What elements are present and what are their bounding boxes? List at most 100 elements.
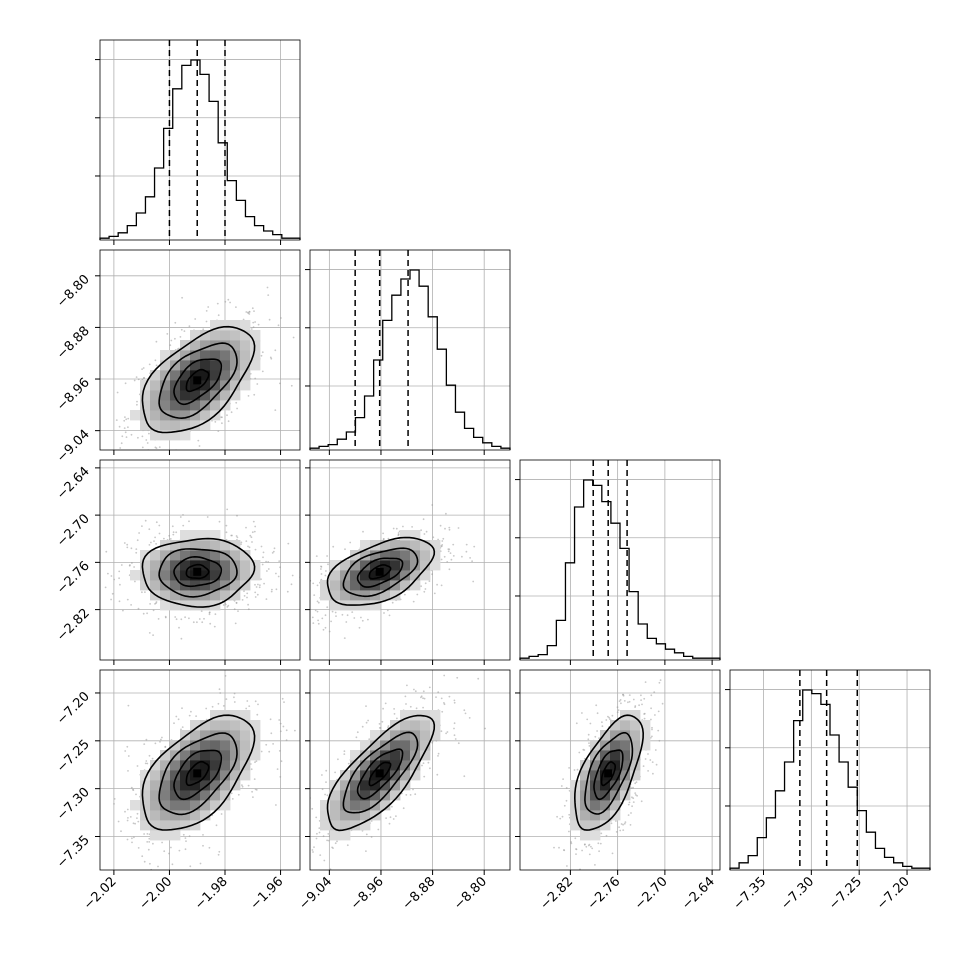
density-cell: [220, 360, 231, 371]
density-cell: [180, 590, 191, 601]
sample-point: [312, 582, 315, 585]
sample-point: [272, 743, 274, 745]
sample-point: [331, 610, 334, 613]
sample-point: [133, 379, 136, 382]
sample-point: [233, 696, 235, 699]
sample-point: [245, 311, 248, 313]
sample-point: [437, 755, 439, 757]
sample-point: [414, 793, 417, 796]
sample-point: [378, 723, 381, 725]
density-cell: [240, 340, 251, 351]
sample-point: [448, 568, 451, 571]
sample-point: [367, 618, 369, 621]
density-cell: [160, 760, 171, 771]
sample-point: [387, 537, 390, 540]
density-cell: [160, 820, 171, 831]
sample-point: [144, 762, 147, 765]
sample-point: [130, 455, 132, 457]
sample-point: [632, 801, 635, 803]
sample-point: [215, 824, 218, 827]
sample-point: [224, 300, 227, 303]
sample-point: [214, 421, 217, 423]
density-cell: [200, 600, 211, 611]
sample-point: [121, 435, 124, 438]
sample-point: [443, 702, 445, 704]
sample-point: [161, 456, 163, 458]
density-cell: [200, 530, 211, 541]
sample-point: [423, 775, 426, 778]
density-cell: [610, 780, 621, 791]
density-cell: [170, 410, 181, 421]
density-cell: [150, 550, 161, 561]
sample-point: [608, 716, 610, 719]
density-cell: [210, 570, 221, 581]
sample-point: [254, 583, 256, 586]
sample-point: [361, 619, 364, 622]
density-cell: [580, 770, 591, 781]
sample-point: [97, 855, 99, 857]
density-cell: [580, 810, 591, 821]
panel-content: [296, 670, 510, 870]
sample-point: [435, 696, 437, 698]
density-cell: [160, 810, 171, 821]
sample-point: [126, 808, 129, 811]
density-cell: [200, 370, 211, 381]
sample-point: [225, 524, 228, 527]
sample-point: [447, 550, 450, 553]
contour-0: [326, 536, 436, 606]
density-cell: [220, 800, 231, 811]
sample-point: [279, 382, 281, 385]
sample-point: [267, 294, 270, 296]
density-cell: [410, 720, 421, 731]
sample-point: [622, 829, 625, 831]
density-cell: [630, 760, 641, 771]
density-cell: [340, 810, 351, 821]
sample-point: [168, 852, 170, 855]
density-cell: [610, 730, 621, 741]
sample-point: [597, 842, 600, 845]
contour-3: [368, 761, 392, 787]
sample-point: [133, 566, 136, 568]
x-tick-label: −7.35: [731, 874, 770, 913]
sample-point: [180, 728, 182, 731]
sample-point: [163, 537, 165, 540]
sample-point: [296, 847, 298, 849]
sample-point: [252, 796, 254, 798]
density-cell: [170, 760, 181, 771]
sample-point: [180, 328, 183, 331]
sample-point: [624, 821, 627, 823]
sample-point: [254, 788, 257, 791]
sample-point: [246, 592, 249, 595]
sample-point: [353, 617, 356, 619]
sample-point: [175, 531, 178, 534]
sample-point: [124, 431, 127, 434]
density-cell: [170, 740, 181, 751]
sample-point: [444, 527, 446, 530]
density-cell: [330, 800, 341, 811]
density-cell: [150, 580, 161, 591]
density-cell: [200, 750, 211, 761]
sample-point: [404, 593, 406, 596]
sample-point: [221, 422, 223, 425]
sample-point: [260, 354, 263, 357]
panel-frame: [99, 249, 301, 451]
sample-point: [315, 555, 318, 557]
density-cell: [210, 590, 221, 601]
sample-point: [643, 712, 646, 715]
density-cell: [360, 770, 371, 781]
sample-point: [630, 787, 633, 789]
sample-point: [136, 817, 138, 819]
density-cell: [360, 800, 371, 811]
sample-point: [246, 596, 248, 599]
sample-point: [219, 692, 222, 694]
sample-point: [387, 725, 390, 727]
density-cell: [160, 370, 171, 381]
sample-point: [226, 606, 229, 608]
sample-point: [275, 572, 277, 575]
sample-point: [315, 816, 318, 819]
sample-point: [334, 842, 337, 845]
sample-point: [285, 739, 288, 742]
sample-point: [248, 546, 251, 549]
density-cell: [400, 780, 411, 791]
sample-point: [230, 792, 233, 795]
